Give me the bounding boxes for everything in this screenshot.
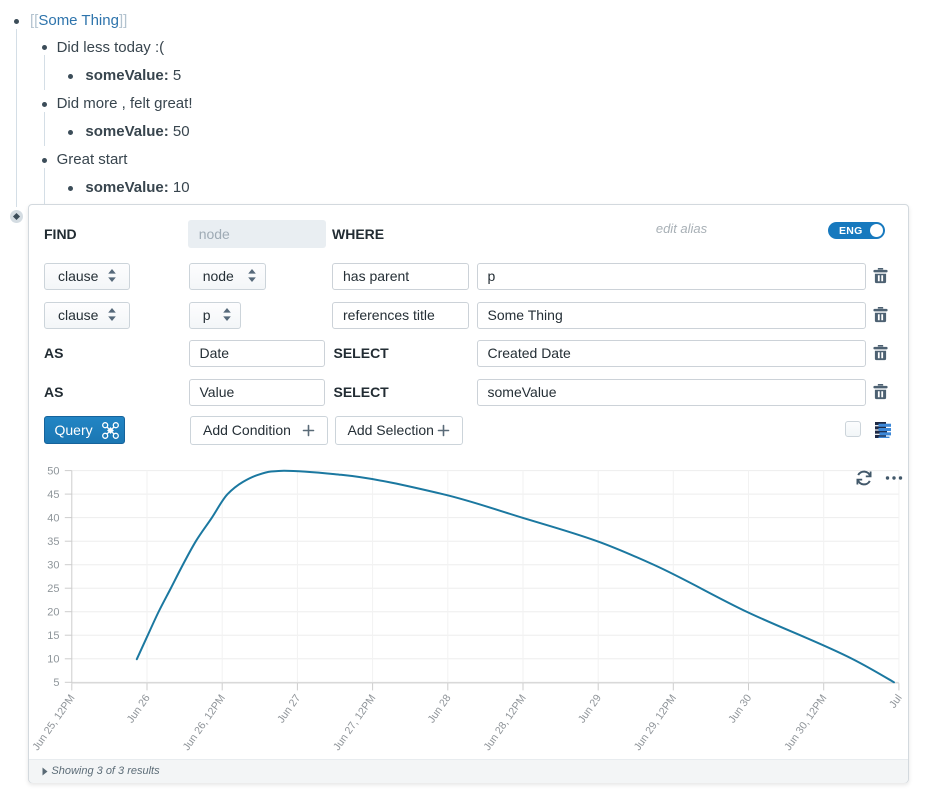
svg-text:45: 45 xyxy=(47,489,59,501)
svg-text:Jun 28, 12PM: Jun 28, 12PM xyxy=(481,692,528,752)
svg-text:Jun 27, 12PM: Jun 27, 12PM xyxy=(331,692,378,752)
svg-text:15: 15 xyxy=(47,630,59,642)
svg-text:Jun 26: Jun 26 xyxy=(125,692,153,725)
svg-text:40: 40 xyxy=(47,512,59,524)
svg-text:35: 35 xyxy=(47,536,59,548)
svg-text:Jun 26, 12PM: Jun 26, 12PM xyxy=(181,692,228,752)
svg-text:Jun 25, 12PM: Jun 25, 12PM xyxy=(30,692,77,752)
svg-text:Jun 29, 12PM: Jun 29, 12PM xyxy=(632,692,679,752)
svg-text:5: 5 xyxy=(53,677,59,689)
svg-text:Jun 30, 12PM: Jun 30, 12PM xyxy=(782,692,829,752)
svg-text:Jun 28: Jun 28 xyxy=(425,692,453,725)
svg-text:Jul: Jul xyxy=(887,692,905,710)
svg-text:Jun 27: Jun 27 xyxy=(275,692,303,725)
svg-text:25: 25 xyxy=(47,583,59,595)
svg-text:30: 30 xyxy=(47,560,59,572)
svg-text:10: 10 xyxy=(47,654,59,666)
svg-text:20: 20 xyxy=(47,607,59,619)
svg-text:50: 50 xyxy=(47,465,59,477)
svg-text:Jun 29: Jun 29 xyxy=(576,692,604,725)
svg-text:Jun 30: Jun 30 xyxy=(726,692,754,725)
